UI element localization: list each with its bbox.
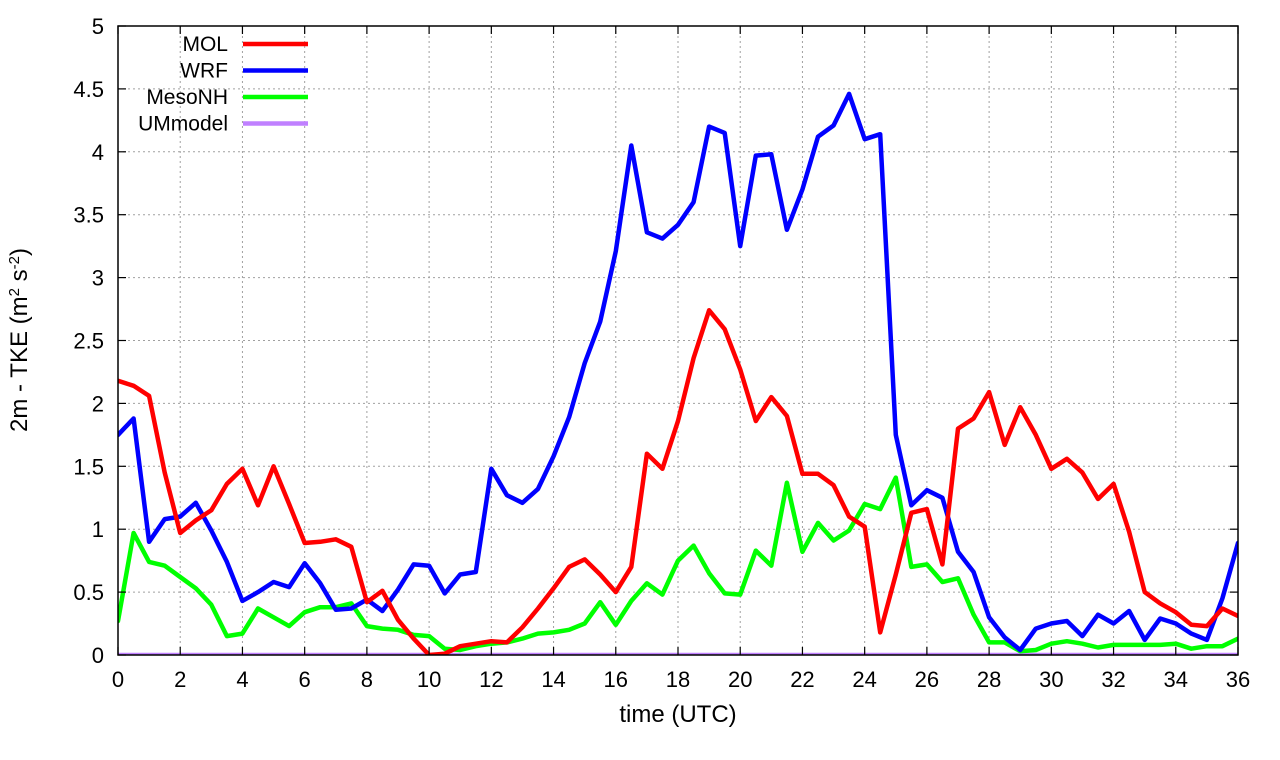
x-tick-label: 4: [236, 667, 248, 692]
y-axis-title-mid: s: [6, 269, 33, 288]
y-tick-label: 3: [92, 266, 104, 291]
y-axis-title-sup2: -2: [6, 256, 23, 269]
legend-label-mol: MOL: [182, 33, 228, 56]
x-tick-label: 22: [790, 667, 814, 692]
legend-label-ummodel: UMmodel: [138, 113, 228, 136]
x-tick-label: 20: [728, 667, 752, 692]
x-tick-label: 8: [361, 667, 373, 692]
x-tick-label: 30: [1039, 667, 1063, 692]
x-axis-ticks: 0 2 4 6 8 10 12 14 16 18 20 22 24 26 28 30 32 34 36: [112, 26, 1250, 692]
series-line-mol: [118, 308, 1238, 655]
x-tick-label: 0: [112, 667, 124, 692]
legend: MOL WRF MesoNH UMmodel: [138, 33, 308, 136]
y-axis-ticks: 0 0.5 1 1.5 2 2.5 3 3.5 4 4.5 5: [73, 14, 1238, 668]
y-tick-label: 0: [92, 643, 104, 668]
x-tick-label: 6: [299, 667, 311, 692]
y-tick-label: 0.5: [73, 580, 104, 605]
y-axis-title-sup1: 2: [6, 288, 23, 296]
x-axis-title: time (UTC): [619, 701, 736, 728]
y-tick-label: 4.5: [73, 77, 104, 102]
y-tick-label: 1.5: [73, 454, 104, 479]
x-tick-label: 10: [417, 667, 441, 692]
series-layer: [118, 91, 1238, 655]
y-axis-title-base: 2m - TKE (m: [6, 296, 33, 432]
x-tick-label: 24: [852, 667, 876, 692]
y-axis-title-end: ): [6, 248, 33, 256]
x-tick-label: 28: [977, 667, 1001, 692]
x-tick-label: 26: [915, 667, 939, 692]
y-tick-label: 4: [92, 140, 104, 165]
y-tick-label: 5: [92, 14, 104, 39]
legend-label-wrf: WRF: [180, 60, 228, 83]
x-tick-label: 32: [1101, 667, 1125, 692]
legend-label-mesonh: MesoNH: [146, 86, 228, 109]
y-tick-label: 3.5: [73, 203, 104, 228]
series-line-mesonh: [118, 475, 1238, 654]
x-tick-label: 16: [604, 667, 628, 692]
y-axis-title: 2m - TKE (m2 s-2): [6, 248, 34, 432]
x-tick-label: 36: [1226, 667, 1250, 692]
y-tick-label: 2.5: [73, 329, 104, 354]
y-tick-label: 1: [92, 517, 104, 542]
x-tick-label: 14: [541, 667, 565, 692]
x-tick-label: 2: [174, 667, 186, 692]
grid-lines: [118, 26, 1238, 655]
x-tick-label: 18: [666, 667, 690, 692]
y-tick-label: 2: [92, 391, 104, 416]
series-line-wrf: [118, 91, 1238, 653]
x-tick-label: 12: [479, 667, 503, 692]
x-tick-label: 34: [1164, 667, 1188, 692]
